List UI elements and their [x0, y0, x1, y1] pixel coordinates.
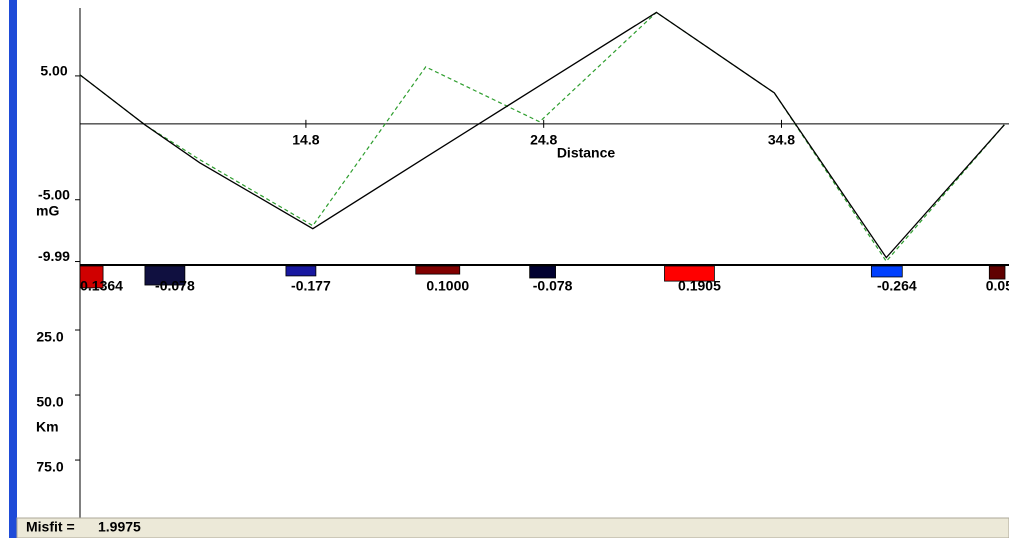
status-value: 1.9975 [98, 519, 141, 535]
y-tick-label: -5.00 [38, 186, 70, 202]
body [415, 265, 461, 275]
y-tick-label: -9.99 [38, 248, 70, 264]
body [144, 265, 186, 286]
density-label: -0.078 [155, 278, 195, 294]
depth-tick-label: 50.0 [36, 394, 63, 410]
calculated-line [79, 11, 1005, 259]
status-label: Misfit = [26, 519, 75, 535]
observed-line [79, 11, 1005, 263]
depth-tick-label: 25.0 [36, 329, 63, 345]
x-tick-label: 14.8 [292, 132, 319, 148]
depth-axis-label: Km [36, 419, 59, 435]
body [870, 265, 903, 278]
left-edge-bar [9, 0, 17, 538]
depth-tick-label: 75.0 [36, 459, 63, 475]
status-bar [16, 517, 1009, 538]
density-label: -0.078 [533, 278, 573, 294]
x-tick-label: 24.8 [530, 132, 557, 148]
body [529, 265, 556, 279]
density-label: 0.1000 [426, 278, 469, 294]
density-label: 0.1364 [80, 278, 123, 294]
body [79, 265, 104, 289]
body [664, 265, 715, 282]
density-label: -0.264 [877, 278, 917, 294]
y-axis-label: mG [36, 203, 59, 219]
y-tick-label: 5.00 [40, 63, 67, 79]
body [285, 265, 317, 277]
density-label: 0.1905 [678, 278, 721, 294]
body [988, 265, 1006, 280]
density-label: 0.0500 [986, 278, 1009, 294]
x-tick-label: 34.8 [768, 132, 795, 148]
x-axis-label: Distance [557, 145, 616, 161]
density-label: -0.177 [291, 278, 331, 294]
